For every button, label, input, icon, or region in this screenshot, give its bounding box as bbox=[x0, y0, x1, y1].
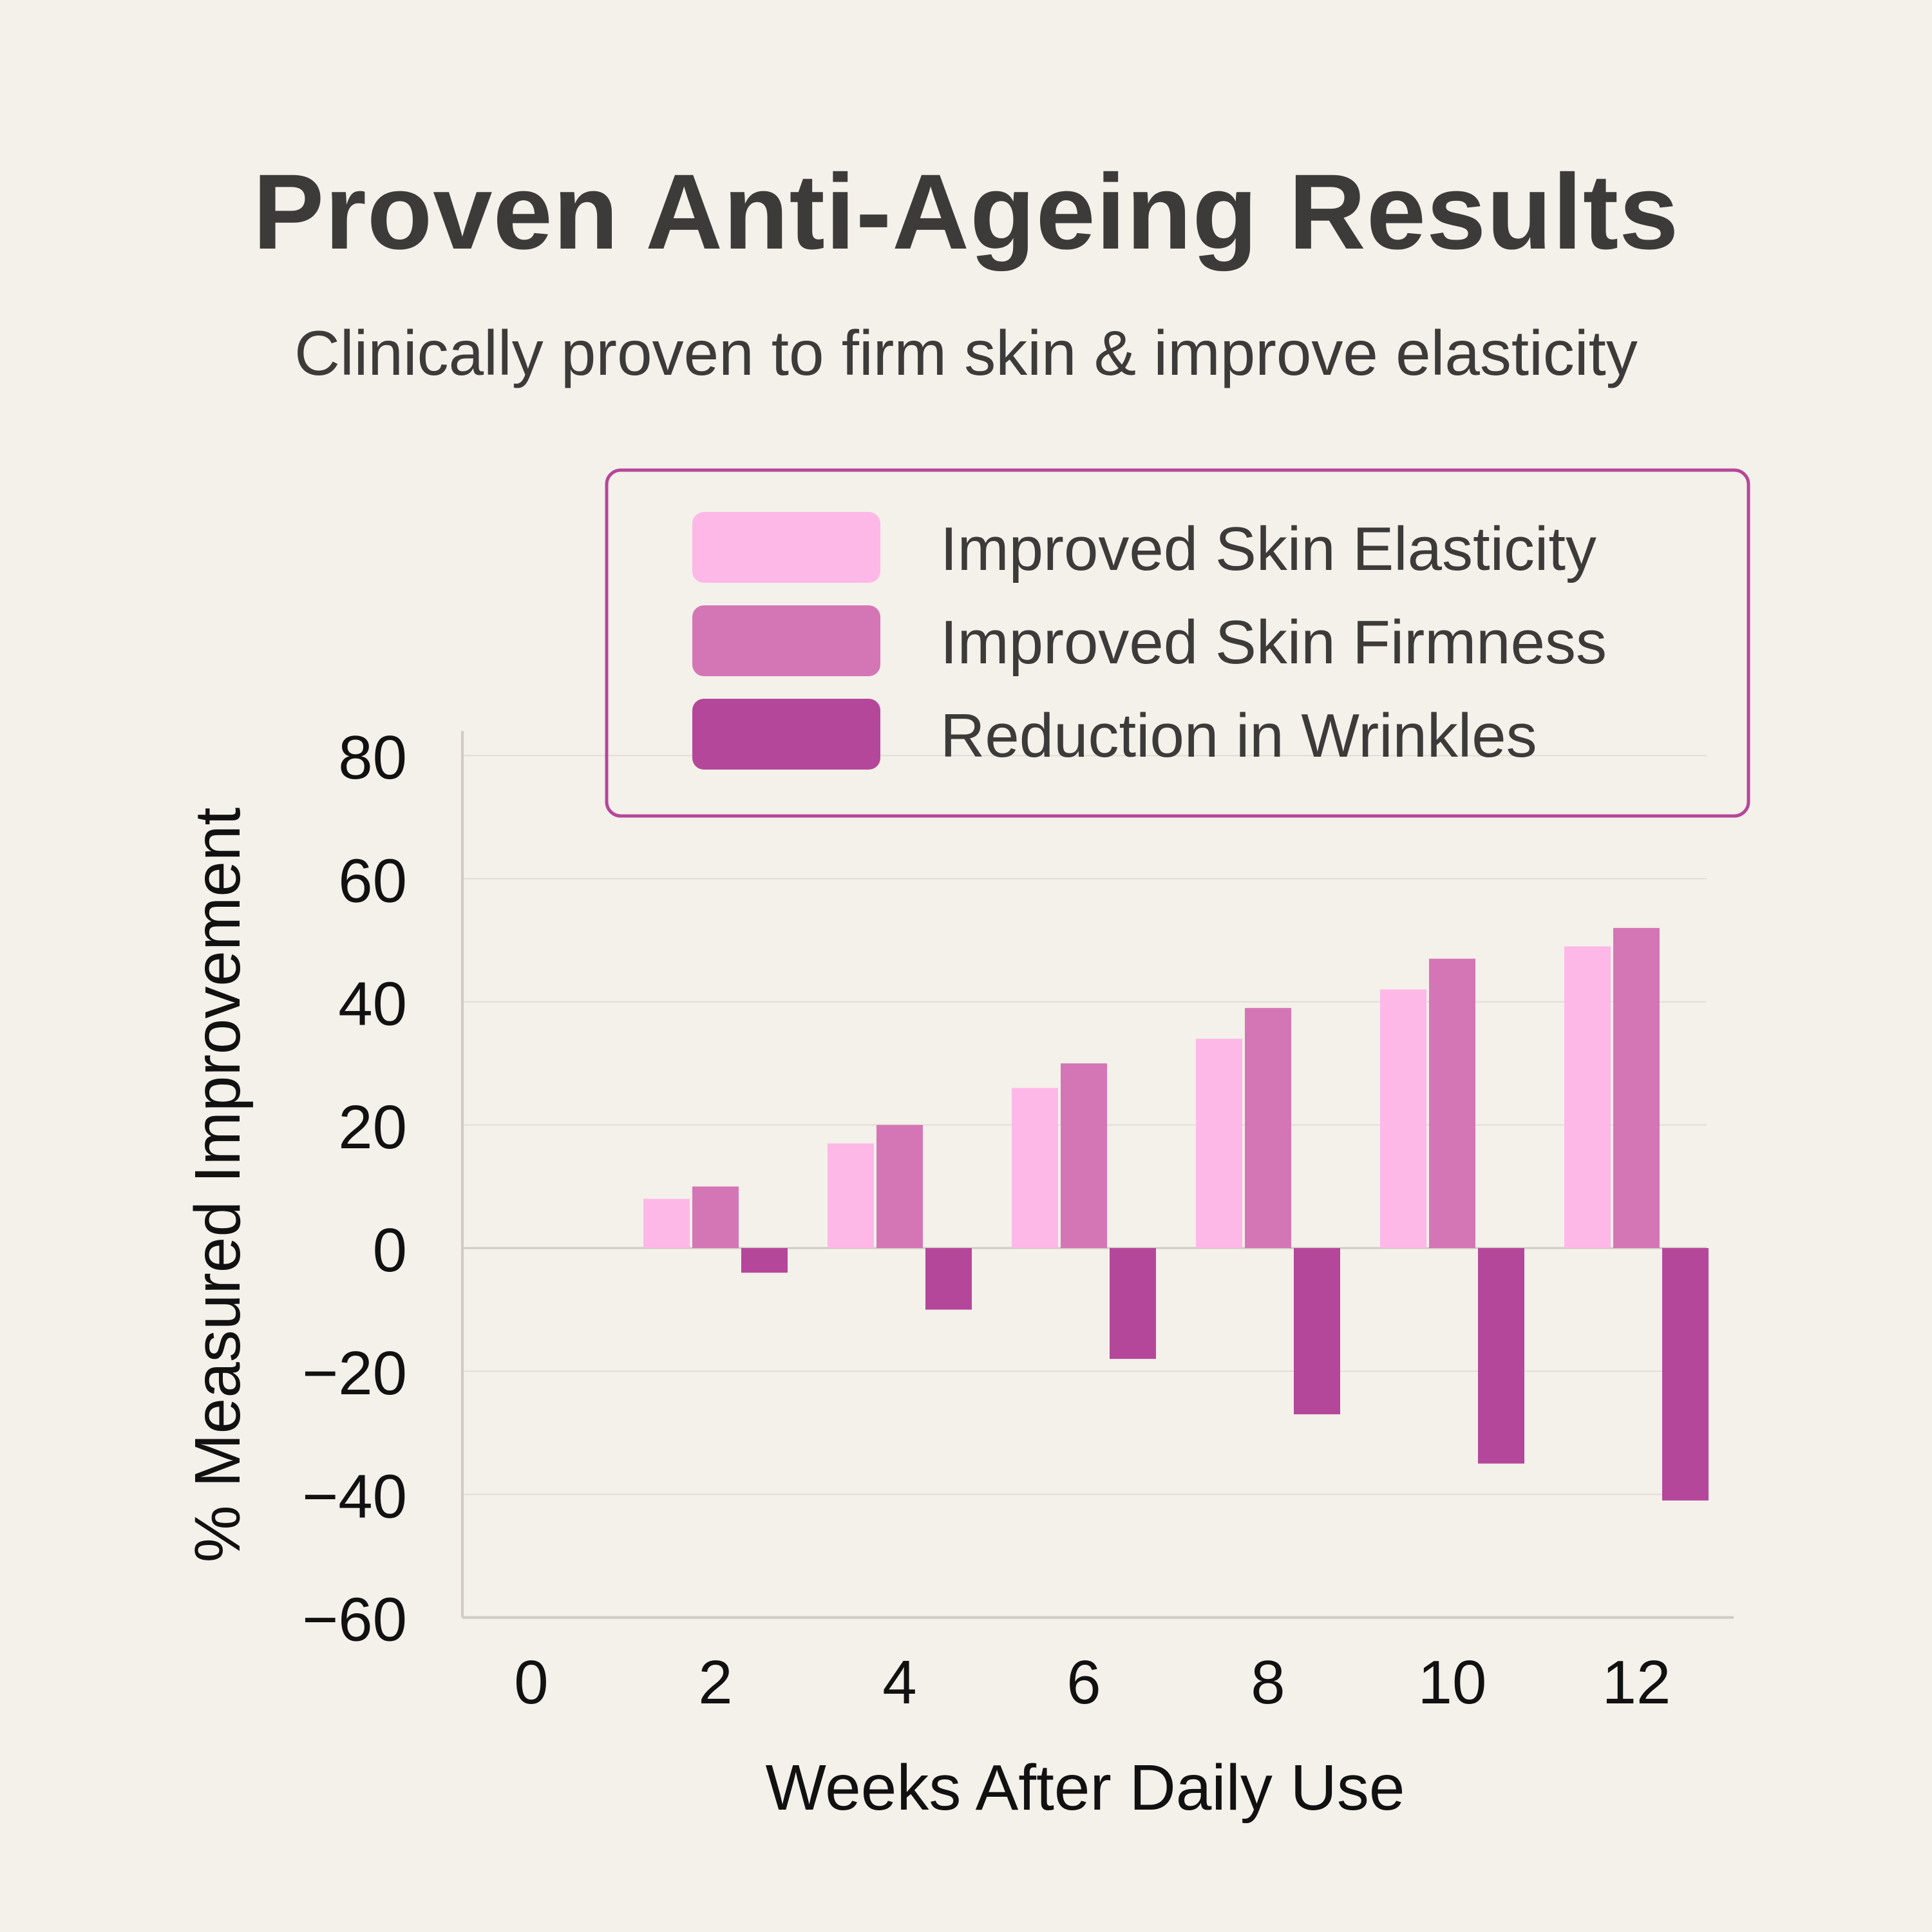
y-tick-label: 80 bbox=[338, 723, 407, 792]
bar-reduction-in-wrinkles bbox=[741, 1248, 788, 1273]
bar-improved-skin-firmness bbox=[1061, 1063, 1107, 1248]
bar-reduction-in-wrinkles bbox=[925, 1248, 972, 1310]
x-tick-labels: 0 2 4 6 8 10 12 bbox=[514, 1648, 1671, 1717]
bar-improved-skin-firmness bbox=[1245, 1008, 1291, 1248]
legend-box bbox=[605, 468, 1750, 818]
bar-improved-skin-elasticity bbox=[1380, 989, 1426, 1248]
bar-reduction-in-wrinkles bbox=[1662, 1248, 1709, 1501]
legend-swatch bbox=[692, 605, 880, 676]
x-tick-label: 4 bbox=[882, 1648, 916, 1717]
x-tick-label: 6 bbox=[1066, 1648, 1101, 1717]
bar-improved-skin-firmness bbox=[1429, 958, 1475, 1248]
x-tick-label: 10 bbox=[1418, 1648, 1487, 1717]
y-tick-label: 20 bbox=[338, 1093, 407, 1162]
legend-swatch bbox=[692, 512, 880, 583]
bar-improved-skin-elasticity bbox=[1196, 1038, 1242, 1248]
y-tick-label: 60 bbox=[338, 846, 407, 915]
bar-reduction-in-wrinkles bbox=[1294, 1248, 1340, 1415]
bar-improved-skin-elasticity bbox=[1564, 946, 1611, 1248]
chart-subtitle: Clinically proven to firm skin & improve… bbox=[294, 317, 1638, 388]
y-tick-label: 40 bbox=[338, 970, 407, 1039]
x-tick-label: 8 bbox=[1251, 1648, 1285, 1717]
bar-improved-skin-elasticity bbox=[643, 1198, 690, 1248]
axes bbox=[461, 731, 1734, 1619]
bar-improved-skin-firmness bbox=[1613, 927, 1660, 1248]
bars bbox=[643, 927, 1709, 1501]
y-axis-title: % Measured Improvement bbox=[182, 807, 254, 1562]
legend-label: Improved Skin Firmness bbox=[940, 608, 1607, 677]
y-tick-label: 0 bbox=[373, 1216, 407, 1285]
bar-improved-skin-elasticity bbox=[828, 1143, 874, 1248]
y-tick-label: −20 bbox=[302, 1339, 407, 1408]
y-tick-label: −40 bbox=[302, 1462, 407, 1531]
chart-title: Proven Anti-Ageing Results bbox=[252, 153, 1680, 272]
bar-improved-skin-firmness bbox=[876, 1124, 923, 1248]
x-tick-label: 12 bbox=[1602, 1648, 1671, 1717]
legend: Improved Skin Elasticity Improved Skin Fi… bbox=[605, 468, 1750, 818]
bar-improved-skin-firmness bbox=[692, 1186, 739, 1248]
bar-improved-skin-elasticity bbox=[1012, 1088, 1058, 1248]
y-tick-label: −60 bbox=[302, 1586, 407, 1654]
bar-reduction-in-wrinkles bbox=[1478, 1248, 1524, 1464]
legend-swatch bbox=[692, 699, 880, 770]
x-axis-title: Weeks After Daily Use bbox=[766, 1752, 1405, 1824]
legend-label: Reduction in Wrinkles bbox=[940, 701, 1537, 770]
y-tick-labels: 80 60 40 20 0 −20 −40 −60 bbox=[302, 723, 407, 1654]
x-tick-label: 2 bbox=[698, 1648, 732, 1717]
x-tick-label: 0 bbox=[514, 1648, 548, 1717]
bar-reduction-in-wrinkles bbox=[1110, 1248, 1156, 1359]
legend-label: Improved Skin Elasticity bbox=[940, 515, 1596, 583]
